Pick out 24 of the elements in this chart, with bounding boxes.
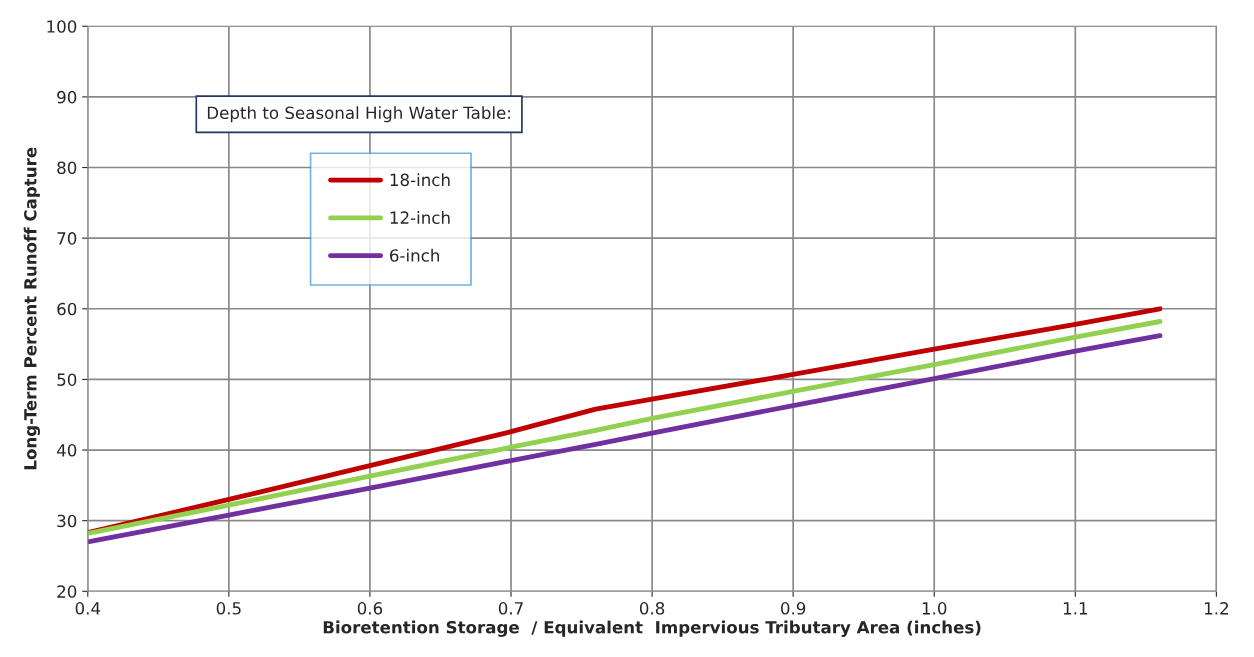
x-tick-label: 1.2 xyxy=(1204,602,1228,615)
legend-label: 18-inch xyxy=(390,173,450,187)
legend-label: 6-inch xyxy=(390,248,439,262)
x-axis-title: Bioretention Storage / Equivalent Impervious Tributary Area (inches) xyxy=(323,620,981,637)
y-tick-label: 60 xyxy=(57,302,77,316)
x-tick-label: 1.1 xyxy=(1063,602,1088,615)
y-tick-label: 100 xyxy=(47,20,77,33)
legend-label: 12-inch xyxy=(390,211,450,224)
legend-title: Depth to Seasonal High Water Table: xyxy=(207,106,510,123)
x-tick-label: 0.9 xyxy=(781,602,806,615)
y-tick-label: 70 xyxy=(57,232,77,245)
y-tick-label: 90 xyxy=(57,90,77,104)
x-tick-label: 0.7 xyxy=(498,602,523,615)
y-tick-label: 30 xyxy=(57,514,77,528)
y-tick-label: 20 xyxy=(57,585,77,598)
x-tick-label: 0.8 xyxy=(639,602,665,615)
x-tick-label: 0.6 xyxy=(357,602,383,615)
y-tick-label: 50 xyxy=(57,373,77,386)
x-tick-label: 1.0 xyxy=(922,602,947,615)
x-tick-label: 0.4 xyxy=(75,602,101,615)
x-tick-label: 0.5 xyxy=(216,602,241,615)
y-tick-label: 40 xyxy=(56,444,77,457)
y-tick-label: 80 xyxy=(57,161,77,175)
y-axis-title: Long-Term Percent Runoff Capture xyxy=(23,147,40,470)
